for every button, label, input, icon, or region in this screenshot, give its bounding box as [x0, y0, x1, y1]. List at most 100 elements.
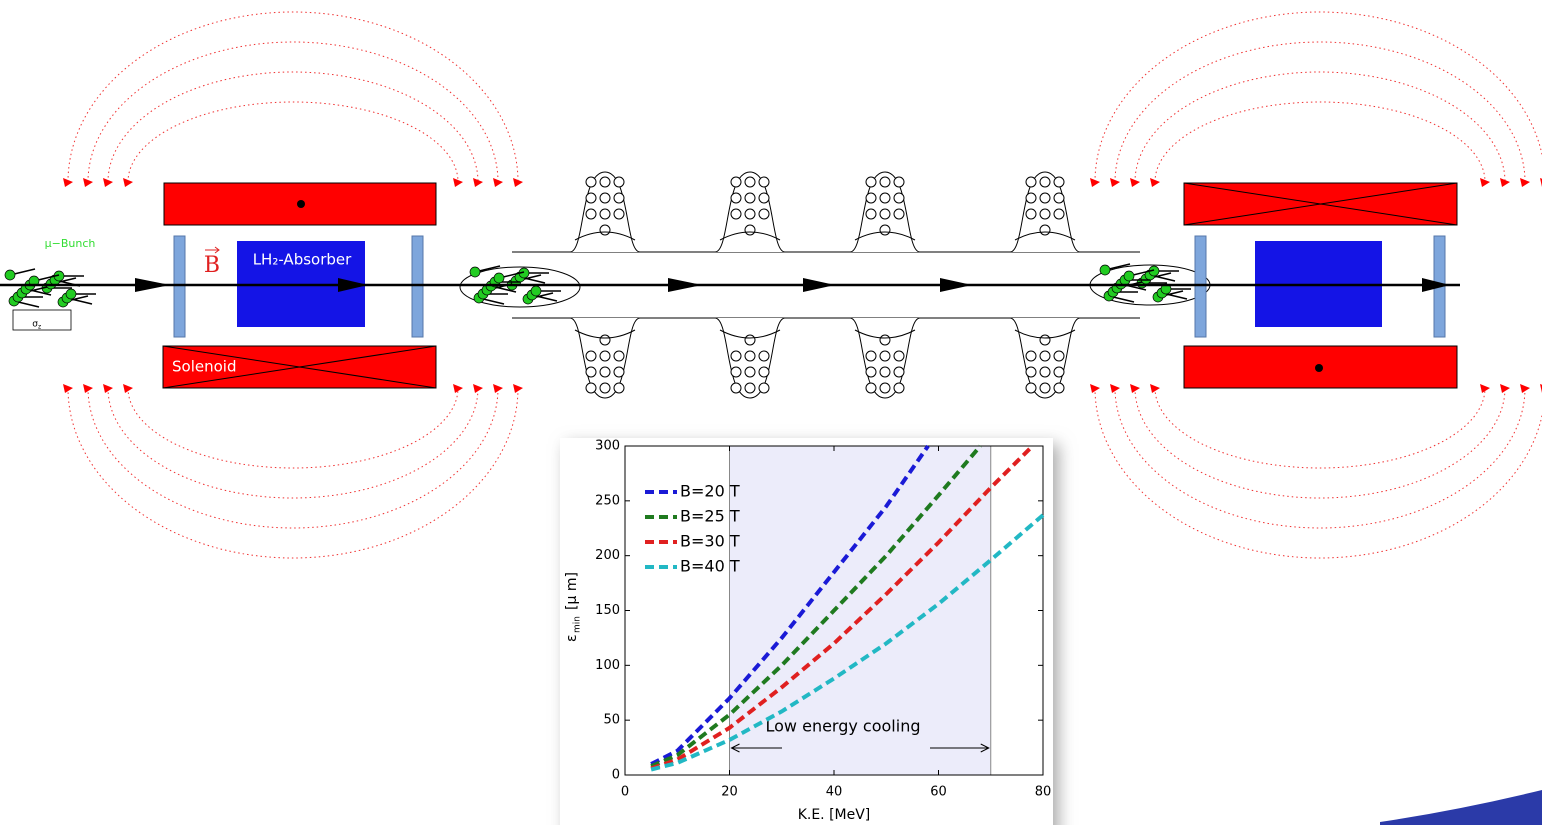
- y-tick-label: 50: [603, 713, 620, 728]
- absorber-label: LH₂-Absorber: [253, 251, 352, 269]
- muon: [66, 289, 76, 299]
- current-symbol: [894, 177, 904, 187]
- y-tick-label: 150: [595, 603, 620, 618]
- muon: [1100, 265, 1110, 275]
- window: [1195, 236, 1206, 337]
- current-symbol: [586, 177, 596, 187]
- field-dot: [297, 200, 305, 208]
- current-symbol: [759, 351, 769, 361]
- current-symbol: [1054, 351, 1064, 361]
- y-tick-label: 300: [595, 439, 620, 454]
- current-symbol: [731, 177, 741, 187]
- current-symbol: [1040, 367, 1050, 377]
- current-symbol: [614, 193, 624, 203]
- scene: μ−Bunch σ z B LH₂-Absorber Solenoid 0501…: [0, 0, 1542, 825]
- current-symbol: [759, 367, 769, 377]
- field-arrow: [1520, 178, 1530, 187]
- current-symbol: [745, 335, 755, 345]
- current-symbol: [614, 383, 624, 393]
- current-symbol: [880, 193, 890, 203]
- field-arrow: [123, 384, 133, 393]
- field-arrow: [63, 384, 73, 393]
- current-symbol: [745, 351, 755, 361]
- current-symbol: [586, 367, 596, 377]
- current-symbol: [731, 351, 741, 361]
- field-arrow: [1520, 384, 1530, 393]
- field-arrow: [1130, 178, 1140, 187]
- field-line: [88, 388, 498, 528]
- current-symbol: [600, 367, 610, 377]
- current-symbol: [880, 367, 890, 377]
- field-arrow: [493, 384, 503, 393]
- x-tick-label: 20: [721, 785, 738, 800]
- current-symbol: [614, 209, 624, 219]
- field-arrow: [123, 178, 133, 187]
- beam-arrow: [135, 278, 170, 292]
- current-symbol: [1026, 383, 1036, 393]
- current-symbol: [745, 193, 755, 203]
- current-symbol: [586, 209, 596, 219]
- solenoid-label: Solenoid: [172, 358, 236, 376]
- current-symbol: [880, 351, 890, 361]
- current-symbol: [745, 209, 755, 219]
- current-symbol: [1054, 177, 1064, 187]
- current-symbol: [1026, 351, 1036, 361]
- beam-arrow: [668, 278, 702, 292]
- field-line: [88, 42, 498, 182]
- legend-label: B=25 T: [680, 507, 740, 526]
- current-symbol: [866, 193, 876, 203]
- x-tick-label: 60: [930, 785, 947, 800]
- current-symbol: [1040, 335, 1050, 345]
- beam-arrow: [940, 278, 972, 292]
- current-symbol: [1040, 383, 1050, 393]
- current-symbol: [731, 383, 741, 393]
- current-symbol: [614, 367, 624, 377]
- x-tick-label: 80: [1035, 785, 1052, 800]
- current-symbol: [600, 209, 610, 219]
- legend-label: B=40 T: [680, 557, 740, 576]
- x-axis-label: K.E. [MeV]: [798, 807, 871, 823]
- field-label: B: [204, 253, 220, 278]
- current-symbol: [866, 351, 876, 361]
- field-line: [108, 72, 478, 182]
- current-symbol: [759, 177, 769, 187]
- current-symbol: [745, 177, 755, 187]
- current-symbol: [880, 209, 890, 219]
- current-symbol: [759, 383, 769, 393]
- beam-arrow: [803, 278, 835, 292]
- current-symbol: [745, 367, 755, 377]
- current-symbol: [614, 351, 624, 361]
- muon: [470, 267, 480, 277]
- field-line: [1115, 388, 1525, 528]
- current-symbol: [866, 367, 876, 377]
- field-arrow: [493, 178, 503, 187]
- sigma-box: [13, 310, 71, 330]
- muon: [5, 270, 15, 280]
- current-symbol: [600, 383, 610, 393]
- x-tick-label: 0: [621, 785, 629, 800]
- current-symbol: [880, 177, 890, 187]
- field-arrow: [1110, 178, 1120, 187]
- x-tick-label: 40: [826, 785, 843, 800]
- field-arrow: [1150, 384, 1160, 393]
- field-line: [1155, 388, 1485, 468]
- current-symbol: [1054, 193, 1064, 203]
- current-symbol: [894, 193, 904, 203]
- field-line: [68, 12, 518, 182]
- field-line: [1155, 102, 1485, 182]
- field-arrow: [513, 384, 523, 393]
- y-tick-label: 250: [595, 493, 620, 508]
- y-tick-label: 200: [595, 548, 620, 563]
- y-tick-label: 0: [612, 768, 620, 783]
- legend-label: B=20 T: [680, 482, 740, 501]
- field-line: [1095, 12, 1542, 182]
- current-symbol: [600, 225, 610, 235]
- current-symbol: [1054, 209, 1064, 219]
- field-line: [1095, 388, 1542, 558]
- current-symbol: [1026, 209, 1036, 219]
- window: [174, 236, 185, 337]
- current-symbol: [586, 383, 596, 393]
- current-symbol: [1040, 209, 1050, 219]
- field-arrow: [453, 178, 463, 187]
- field-arrow: [83, 178, 93, 187]
